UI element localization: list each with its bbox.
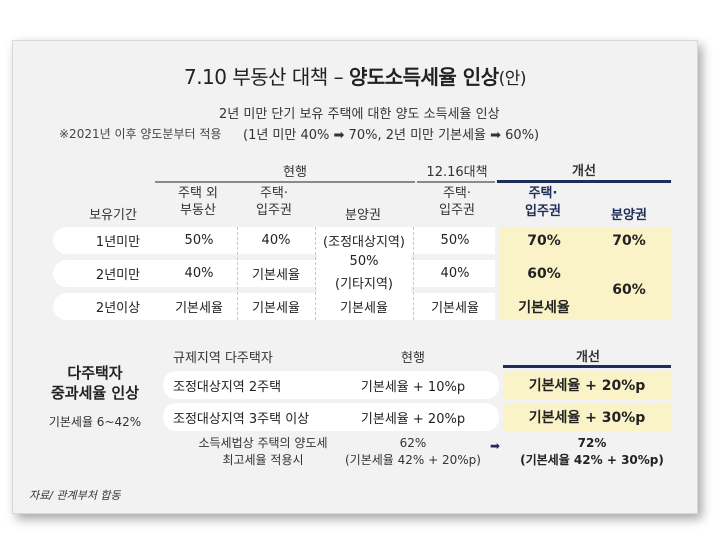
col-header-housing: 주택· 입주권: [256, 186, 292, 218]
source-footer: 자료/ 관계부처 합동: [29, 489, 121, 502]
col-header-presale: 분양권: [345, 208, 381, 223]
section-subtitle: 기본세율 6~42%: [48, 415, 142, 429]
arrow-right-icon: ➡: [333, 128, 345, 143]
improved-highlight: [503, 403, 671, 431]
table-cell: 40%: [184, 266, 214, 281]
row-label: 2년미만: [95, 268, 141, 283]
table-cell: 40%: [440, 266, 470, 281]
row-bg: [53, 260, 495, 287]
table-cell-improved: 60%: [527, 265, 561, 282]
table2-last-current: 62% (기본세율 42% + 20%p): [345, 436, 481, 467]
section-title: 다주택자 중과세율 인상: [50, 364, 140, 402]
row-bg: [53, 227, 495, 254]
subtitle-note: ※2021년 이후 양도분부터 적용: [59, 127, 222, 141]
col-header-1216-housing: 주택· 입주권: [439, 186, 475, 218]
improved-highlight: [503, 371, 671, 399]
subtitle-line2: (1년 미만 40% ➡ 70%, 2년 미만 기본세율 ➡ 60%): [243, 128, 540, 143]
presale-line1: (조정대상지역): [323, 234, 405, 250]
table2-header-label: 규제지역 다주택자: [173, 351, 273, 366]
group-header-current: 현행: [283, 165, 307, 180]
table-cell: 기본세율: [252, 268, 300, 283]
table2-header-current: 현행: [401, 351, 425, 366]
table-cell: 기본세율: [340, 301, 388, 316]
row-label: 2년이상: [95, 301, 141, 316]
presale-line3: (기타지역): [335, 276, 393, 292]
col-header-improved-presale: 분양권: [611, 208, 647, 223]
divider: [497, 180, 671, 183]
presale-merged-bg: [317, 227, 411, 320]
group-header-1216: 12.16대책: [426, 165, 488, 180]
table2-last-label: 소득세법상 주택의 양도세 최고세율 적용시: [198, 436, 328, 467]
arrow-right-icon: ➡: [490, 128, 502, 143]
table-cell: 기본세율: [175, 301, 223, 316]
divider: [503, 365, 671, 368]
group-header-improved: 개선: [572, 164, 596, 179]
table2-improved: 기본세율 + 30%p: [528, 410, 646, 426]
title-prefix: 7.10 부동산 대책 –: [183, 65, 349, 89]
table-cell: 50%: [184, 233, 214, 248]
table2-header-improved: 개선: [576, 350, 600, 365]
column-separator: [237, 227, 238, 320]
subtitle-line1: 2년 미만 단기 보유 주택에 대한 양도 소득세율 인상: [219, 107, 500, 122]
table-cell-improved: 70%: [527, 232, 561, 249]
table-cell-improved: 70%: [612, 232, 646, 249]
row-bg: [163, 371, 499, 399]
row-header: 보유기간: [89, 208, 137, 223]
improved-highlight: [499, 227, 671, 320]
presale-line2: 50%: [349, 253, 379, 269]
table2-last-improved: 72% (기본세율 42% + 30%p): [520, 436, 664, 467]
arrow-right-icon: ➡: [490, 439, 501, 453]
table2-row-label: 조정대상지역 3주택 이상: [173, 411, 310, 427]
table2-current: 기본세율 + 20%p: [360, 411, 466, 427]
row-bg: [53, 293, 495, 320]
row-label: 1년미만: [95, 235, 141, 250]
title-suffix: (안): [498, 69, 527, 89]
table-cell: 40%: [261, 233, 291, 248]
divider: [417, 181, 495, 183]
table-cell-improved: 기본세율: [518, 299, 570, 316]
table-cell-improved-merged: 60%: [612, 282, 646, 298]
divider: [155, 181, 415, 183]
table-cell: 기본세율: [252, 301, 300, 316]
table2-row-label: 조정대상지역 2주택: [173, 379, 282, 395]
table-cell: 기본세율: [431, 301, 479, 316]
col-header-non-housing: 주택 외 부동산: [177, 186, 218, 218]
table2-improved: 기본세율 + 20%p: [528, 378, 646, 394]
column-separator: [315, 227, 316, 320]
table-cell: 50%: [440, 233, 470, 248]
title-bold: 양도소득세율 인상: [348, 65, 499, 89]
page-title: 7.10 부동산 대책 – 양도소득세율 인상(안): [13, 61, 697, 90]
col-header-improved-housing: 주택· 입주권: [525, 186, 561, 219]
table2-current: 기본세율 + 10%p: [360, 379, 466, 395]
row-bg: [163, 403, 499, 431]
column-separator: [413, 227, 414, 320]
infographic-card: 7.10 부동산 대책 – 양도소득세율 인상(안) 2년 미만 단기 보유 주…: [12, 40, 698, 514]
